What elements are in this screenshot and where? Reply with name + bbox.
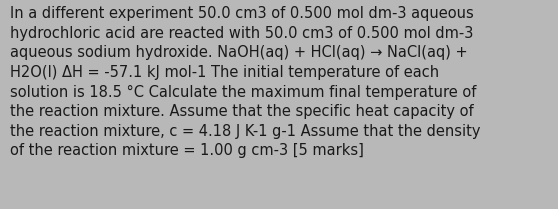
Text: In a different experiment 50.0 cm3 of 0.500 mol dm-3 aqueous
hydrochloric acid a: In a different experiment 50.0 cm3 of 0.… xyxy=(10,6,480,158)
